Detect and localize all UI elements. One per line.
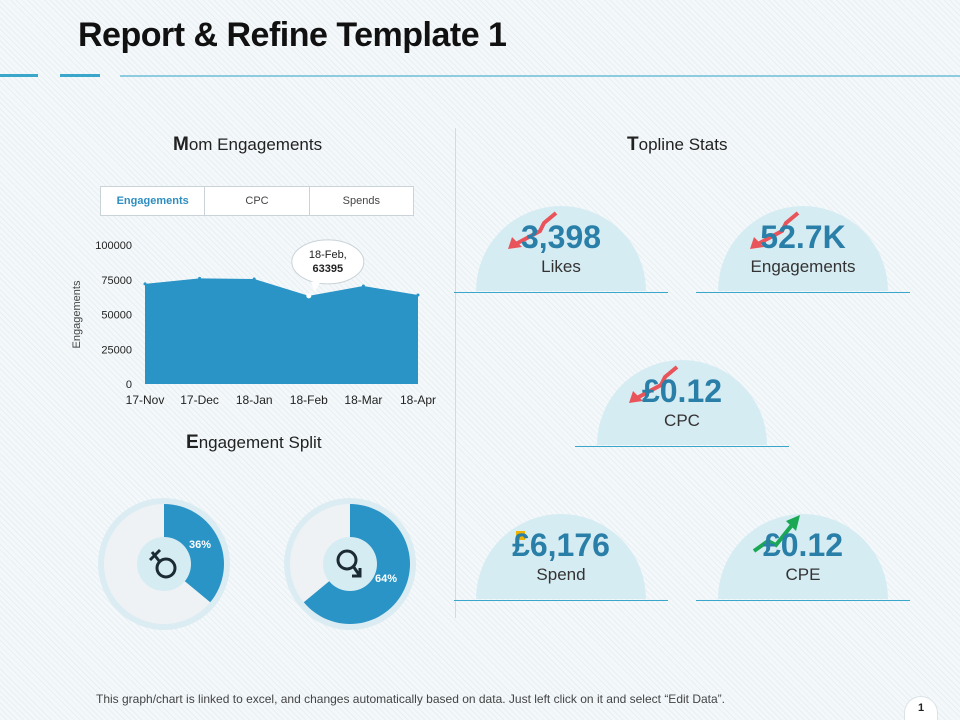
topline-stats-title: Topline Stats bbox=[627, 134, 728, 155]
callout-label-date: 18-Feb, bbox=[309, 249, 347, 261]
trend-up-arrow-icon bbox=[752, 515, 800, 553]
trend-neutral-square-icon bbox=[516, 531, 525, 540]
stat-baseline bbox=[575, 446, 789, 447]
stat-spend: £6,176 Spend bbox=[454, 501, 668, 601]
data-point bbox=[416, 293, 420, 297]
stat-cpc: £0.12 CPC bbox=[575, 347, 789, 447]
stat-label: CPE bbox=[785, 565, 821, 584]
engagement-split-title: Engagement Split bbox=[186, 432, 322, 453]
female-split-donut[interactable]: 36% bbox=[96, 496, 232, 632]
x-tick-label: 18-Feb bbox=[290, 393, 328, 407]
stat-baseline bbox=[696, 292, 910, 293]
title-rule-segment-1 bbox=[0, 74, 38, 77]
data-point bbox=[361, 284, 365, 288]
stat-value: £0.12 bbox=[641, 373, 723, 409]
footer-note: This graph/chart is linked to excel, and… bbox=[96, 692, 725, 706]
icon-cross bbox=[148, 548, 162, 562]
tab-cpc[interactable]: CPC bbox=[205, 187, 310, 215]
x-tick-label: 17-Dec bbox=[180, 393, 219, 407]
stat-engagements: 52.7K Engagements bbox=[696, 193, 910, 293]
title-rule-segment-2 bbox=[60, 74, 100, 77]
y-tick-label: 25000 bbox=[101, 344, 132, 356]
engagements-area-chart[interactable]: Engagements 0 25000 50000 75000 100000 17-Nov 1… bbox=[60, 228, 450, 413]
page-title: Report & Refine Template 1 bbox=[78, 16, 507, 54]
stat-baseline bbox=[454, 292, 668, 293]
stat-value: £0.12 bbox=[762, 527, 844, 563]
data-point bbox=[143, 282, 147, 286]
tab-spends[interactable]: Spends bbox=[342, 195, 380, 207]
x-tick-label: 18-Jan bbox=[236, 393, 273, 407]
stat-label: CPC bbox=[664, 411, 700, 430]
icon-ring bbox=[155, 557, 177, 579]
callout-marker bbox=[306, 293, 312, 299]
icon-ring bbox=[336, 549, 358, 571]
x-tick-label: 17-Nov bbox=[126, 393, 165, 407]
page-number: 1 bbox=[904, 696, 938, 720]
callout-label-value: 63395 bbox=[313, 263, 344, 275]
mom-engagements-title: Mom Engagements bbox=[173, 134, 323, 155]
donut-center bbox=[137, 537, 191, 591]
stat-baseline bbox=[454, 600, 668, 601]
stat-value: 3,398 bbox=[520, 219, 602, 255]
y-tick-label: 75000 bbox=[101, 275, 132, 287]
stat-value: £6,176 bbox=[512, 527, 610, 563]
stat-label: Engagements bbox=[750, 257, 856, 276]
stat-value: 52.7K bbox=[760, 219, 846, 255]
donut-percent-label: 64% bbox=[375, 573, 397, 585]
y-tick-label: 0 bbox=[126, 379, 132, 391]
data-point bbox=[198, 276, 202, 280]
data-callout: 18-Feb, 63395 bbox=[291, 239, 365, 299]
y-tick-label: 100000 bbox=[95, 240, 132, 252]
female-symbol-icon bbox=[148, 548, 177, 579]
donut-percent-label: 36% bbox=[189, 539, 211, 551]
callout-bubble bbox=[291, 239, 365, 285]
icon-stem bbox=[150, 551, 162, 563]
icon-arrowhead bbox=[352, 568, 362, 578]
donut-center bbox=[323, 537, 377, 591]
donut-slice-female bbox=[164, 504, 225, 603]
stat-label: Likes bbox=[541, 257, 581, 276]
chart-tabs: Engagements CPC Spends bbox=[100, 186, 414, 216]
male-split-donut[interactable]: 64% bbox=[282, 496, 418, 632]
y-axis-title: Engagements bbox=[71, 280, 83, 348]
trend-down-arrow-icon bbox=[750, 211, 800, 249]
title-rule-segment-3 bbox=[120, 75, 960, 77]
data-point bbox=[252, 277, 256, 281]
x-tick-label: 18-Mar bbox=[344, 393, 382, 407]
trend-down-arrow-icon bbox=[508, 211, 558, 249]
male-symbol-icon bbox=[336, 549, 362, 578]
x-tick-label: 18-Apr bbox=[400, 393, 436, 407]
stat-cpe: £0.12 CPE bbox=[696, 501, 910, 601]
stat-likes: 3,398 Likes bbox=[454, 193, 668, 293]
tab-engagements[interactable]: Engagements bbox=[101, 187, 206, 215]
stat-baseline bbox=[696, 600, 910, 601]
y-tick-label: 50000 bbox=[101, 310, 132, 322]
trend-down-arrow-icon bbox=[629, 365, 679, 403]
callout-pointer bbox=[310, 280, 321, 292]
stat-label: Spend bbox=[536, 565, 586, 584]
vertical-divider bbox=[455, 128, 456, 618]
engagements-area-series bbox=[145, 278, 418, 384]
